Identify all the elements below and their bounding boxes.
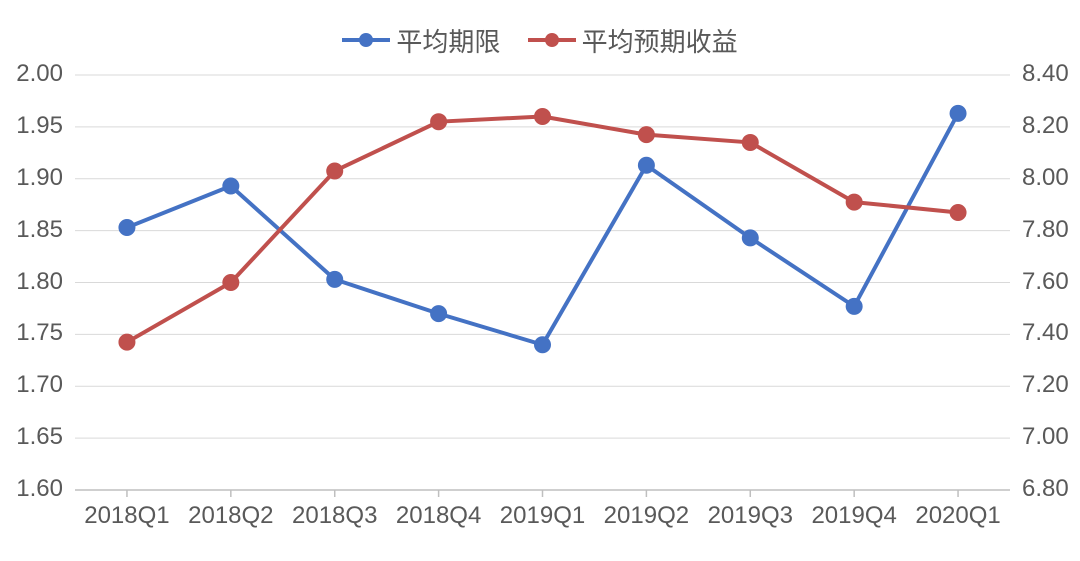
y-left-tick-label: 1.75 bbox=[16, 319, 63, 347]
y-right-tick-label: 6.80 bbox=[1022, 475, 1069, 503]
y-right-tick-label: 8.20 bbox=[1022, 112, 1069, 140]
y-right-tick-label: 7.60 bbox=[1022, 268, 1069, 296]
y-left-tick-label: 1.60 bbox=[16, 475, 63, 503]
y-right-tick-label: 8.40 bbox=[1022, 60, 1069, 88]
y-left-tick-label: 1.70 bbox=[16, 371, 63, 399]
series-marker-avg_term bbox=[535, 337, 551, 353]
series-marker-avg_term bbox=[119, 220, 135, 236]
x-tick-label: 2019Q2 bbox=[604, 502, 689, 530]
series-line-avg_term bbox=[127, 113, 958, 344]
x-tick-label: 2018Q2 bbox=[188, 502, 273, 530]
x-tick-label: 2019Q3 bbox=[708, 502, 793, 530]
x-tick-label: 2019Q4 bbox=[811, 502, 896, 530]
series-line-avg_expected_return bbox=[127, 117, 958, 343]
series-marker-avg_expected_return bbox=[119, 334, 135, 350]
series-marker-avg_expected_return bbox=[327, 163, 343, 179]
x-tick-label: 2020Q1 bbox=[915, 502, 1000, 530]
y-right-tick-label: 7.80 bbox=[1022, 216, 1069, 244]
x-tick-label: 2018Q4 bbox=[396, 502, 481, 530]
series-marker-avg_term bbox=[431, 306, 447, 322]
series-marker-avg_expected_return bbox=[950, 204, 966, 220]
series-marker-avg_term bbox=[223, 178, 239, 194]
y-left-tick-label: 1.90 bbox=[16, 164, 63, 192]
y-left-tick-label: 1.65 bbox=[16, 423, 63, 451]
series-marker-avg_expected_return bbox=[846, 194, 862, 210]
series-marker-avg_expected_return bbox=[431, 114, 447, 130]
x-tick-label: 2018Q1 bbox=[84, 502, 169, 530]
y-left-tick-label: 1.85 bbox=[16, 216, 63, 244]
series-marker-avg_term bbox=[742, 230, 758, 246]
series-marker-avg_term bbox=[327, 271, 343, 287]
y-left-tick-label: 1.95 bbox=[16, 112, 63, 140]
y-right-tick-label: 7.00 bbox=[1022, 423, 1069, 451]
y-left-tick-label: 1.80 bbox=[16, 268, 63, 296]
x-tick-label: 2019Q1 bbox=[500, 502, 585, 530]
y-right-tick-label: 7.20 bbox=[1022, 371, 1069, 399]
plot-area bbox=[0, 0, 1080, 561]
series-marker-avg_expected_return bbox=[742, 134, 758, 150]
series-marker-avg_expected_return bbox=[223, 275, 239, 291]
y-left-tick-label: 2.00 bbox=[16, 60, 63, 88]
series-marker-avg_term bbox=[846, 298, 862, 314]
series-marker-avg_term bbox=[950, 105, 966, 121]
y-right-tick-label: 7.40 bbox=[1022, 319, 1069, 347]
line-chart: 平均期限 平均预期收益 1.601.651.701.751.801.851.90… bbox=[0, 0, 1080, 561]
x-tick-label: 2018Q3 bbox=[292, 502, 377, 530]
series-marker-avg_expected_return bbox=[535, 109, 551, 125]
series-marker-avg_expected_return bbox=[638, 127, 654, 143]
series-marker-avg_term bbox=[638, 157, 654, 173]
y-right-tick-label: 8.00 bbox=[1022, 164, 1069, 192]
